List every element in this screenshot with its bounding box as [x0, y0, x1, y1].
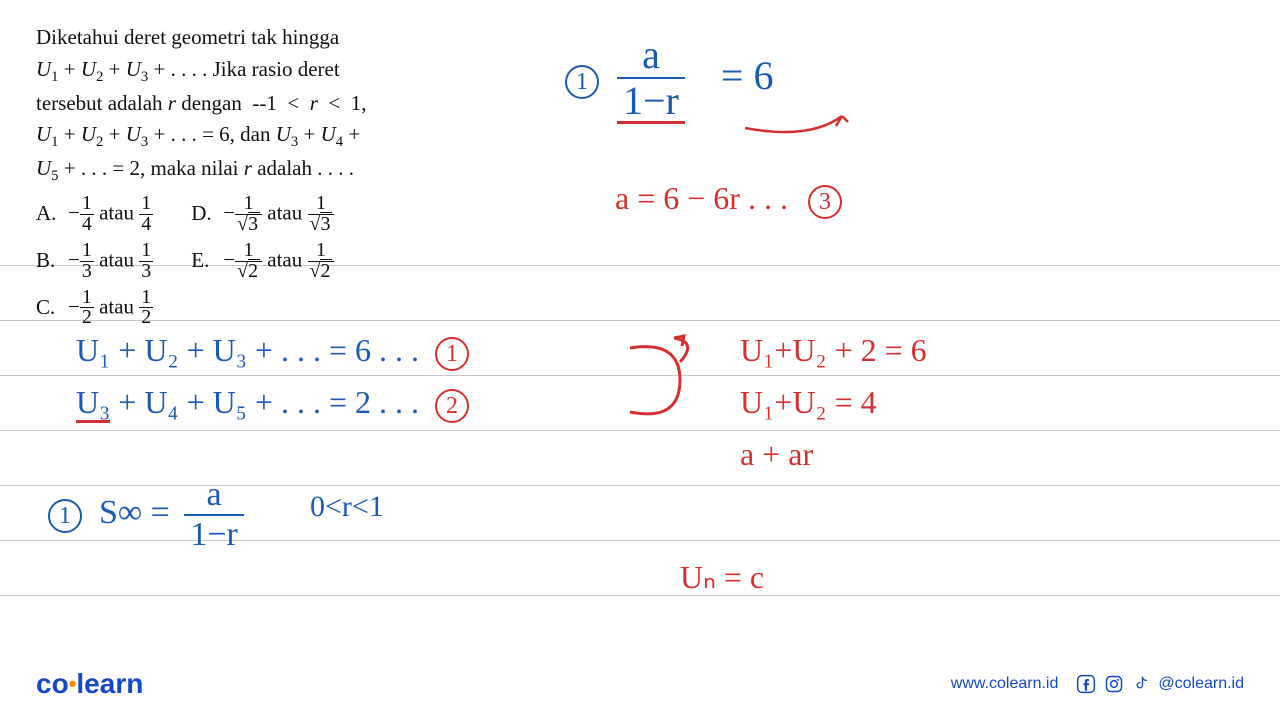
circ-two: 2 [435, 389, 469, 423]
hand-eq-a: a = 6 − 6r . . . 3 [615, 180, 842, 219]
circ-one-b: 1 [435, 337, 469, 371]
option-c: C. −12 atau 12 [36, 288, 153, 329]
hand-un: Uₙ = c [680, 558, 764, 596]
circ-one-c: 1 [48, 499, 82, 533]
arrow-r-to-6 [740, 110, 860, 155]
stem-line: U1 + U2 + U3 + . . . = 6, dan U3 + U4 + [36, 122, 360, 146]
footer: co•learn www.colearn.id @colearn.id [0, 648, 1280, 720]
problem-options: A. −14 atau 14 B. −13 atau 13 C. −12 ata… [36, 194, 496, 329]
hand-sinf: 1 S∞ = a 1−r [48, 478, 244, 552]
stem-line: Diketahui deret geometri tak hingga [36, 25, 339, 49]
hand-subst1: U₁+U₂ + 2 = 6 [740, 332, 927, 369]
problem-statement: Diketahui deret geometri tak hingga U1 +… [36, 22, 496, 328]
hand-sum2: U₃ + U₄ + U₅ + . . . = 2 . . . 2 [76, 384, 469, 423]
circ-one: 1 [565, 65, 599, 99]
footer-url[interactable]: www.colearn.id [951, 675, 1059, 693]
option-b: B. −13 atau 13 [36, 241, 153, 282]
footer-handle: @colearn.id [1158, 675, 1244, 693]
hand-subst3: a + ar [740, 436, 813, 473]
instagram-icon[interactable] [1104, 674, 1124, 694]
circ-three: 3 [808, 185, 842, 219]
tiktok-icon[interactable] [1132, 674, 1150, 694]
hand-subst2: U₁+U₂ = 4 [740, 384, 877, 421]
bracket-arrow [620, 330, 720, 435]
stem-line: U5 + . . . = 2, maka nilai r adalah . . … [36, 156, 354, 180]
problem-stem: Diketahui deret geometri tak hingga U1 +… [36, 22, 496, 188]
stem-line: U1 + U2 + U3 + . . . . Jika rasio deret [36, 57, 340, 81]
option-d: D. −1√3 atau 1√3 [191, 194, 334, 235]
option-a: A. −14 atau 14 [36, 194, 153, 235]
option-e: E. −1√2 atau 1√2 [191, 241, 334, 282]
hand-cond: 0<r<1 [310, 490, 384, 524]
facebook-icon[interactable] [1076, 674, 1096, 694]
footer-social: @colearn.id [1076, 674, 1244, 694]
hand-sum1: U₁ + U₂ + U₃ + . . . = 6 . . . 1 [76, 332, 469, 371]
stem-line: tersebut adalah r dengan --1 < r < 1, [36, 91, 366, 115]
brand-logo: co•learn [36, 668, 143, 700]
